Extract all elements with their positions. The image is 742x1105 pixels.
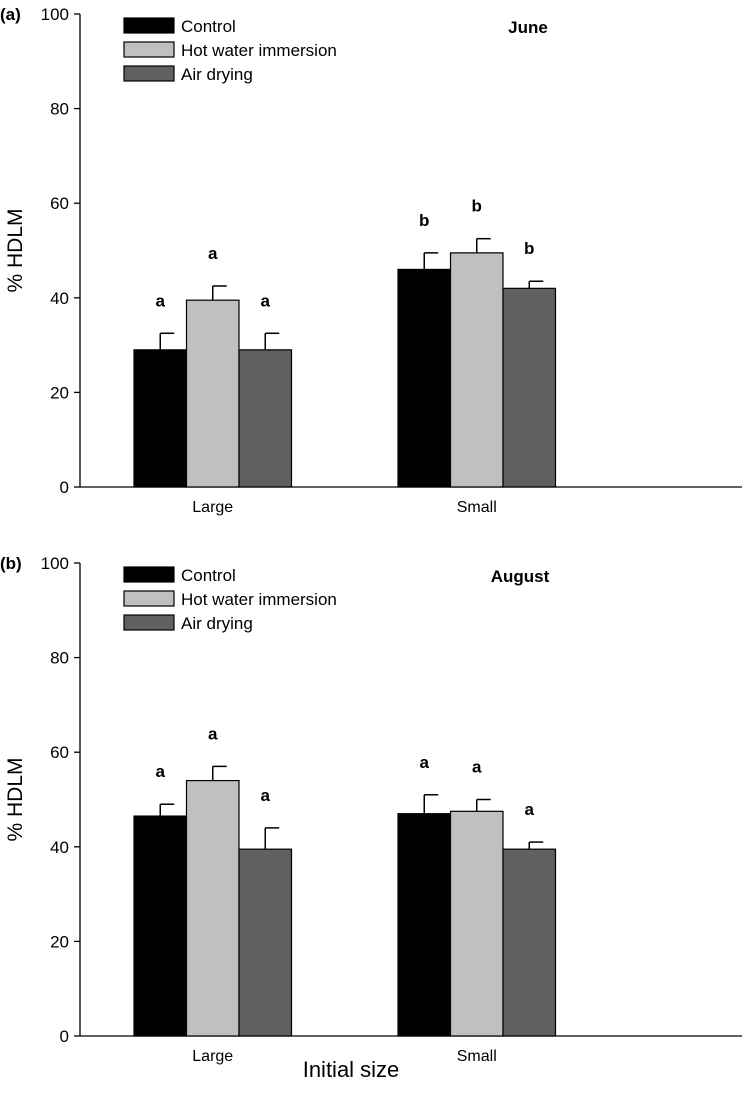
legend-swatch [123,41,175,58]
bar [502,287,557,488]
significance-letter: a [472,758,482,777]
x-axis-label: Initial size [303,1057,400,1082]
bar [397,813,452,1037]
legend-label: Hot water immersion [181,41,337,60]
y-tick-label: 100 [41,554,69,573]
panel-label: (b) [0,554,22,573]
legend-label: Control [181,566,236,585]
bar [185,299,240,488]
legend-label: Control [181,17,236,36]
y-tick-label: 60 [50,743,69,762]
y-axis-label: % HDLM [4,757,27,841]
bar [449,810,504,1037]
panel-label: (a) [0,5,21,24]
month-label: August [491,567,550,586]
legend-label: Air drying [181,614,253,633]
y-tick-label: 20 [50,383,69,402]
x-tick-label: Small [457,1048,497,1065]
y-tick-label: 100 [41,5,69,24]
x-tick-label: Large [192,1048,233,1065]
panel-b: 0 20 40 60 80 100 % HDLM (b) August a a a Large a a a Sm… [0,554,742,1065]
y-tick-label: 40 [50,838,69,857]
legend-swatch [123,614,175,631]
significance-letter: a [156,291,166,310]
bar [133,349,188,488]
panel-a: 0 20 40 60 80 100 % HDLM (a) June a a a Large b b b Smal… [0,5,742,516]
bar [449,252,504,488]
bar [133,815,188,1037]
y-tick-label: 80 [50,649,69,668]
legend-swatch [123,65,175,82]
significance-letter: b [524,239,534,258]
significance-letter: a [420,753,430,772]
legend-swatch [123,590,175,607]
y-tick-label: 40 [50,289,69,308]
y-tick-label: 20 [50,932,69,951]
y-tick-label: 0 [60,1027,69,1046]
y-tick-label: 80 [50,100,69,119]
legend-label: Hot water immersion [181,590,337,609]
significance-letter: a [525,800,535,819]
bar [185,779,240,1037]
x-tick-label: Small [457,499,497,516]
y-axis-label: % HDLM [4,208,27,292]
y-tick-label: 0 [60,478,69,497]
bar [238,349,293,488]
significance-letter: a [156,762,166,781]
significance-letter: a [208,724,218,743]
bar [502,848,557,1037]
legend-swatch [123,17,175,34]
significance-letter: a [261,786,271,805]
x-tick-label: Large [192,499,233,516]
bar [238,848,293,1037]
y-tick-label: 60 [50,194,69,213]
month-label: June [508,18,548,37]
bar [397,268,452,488]
significance-letter: a [261,291,271,310]
significance-letter: b [419,211,429,230]
legend-label: Air drying [181,65,253,84]
significance-letter: b [472,197,482,216]
significance-letter: a [208,244,218,263]
legend-swatch [123,566,175,583]
